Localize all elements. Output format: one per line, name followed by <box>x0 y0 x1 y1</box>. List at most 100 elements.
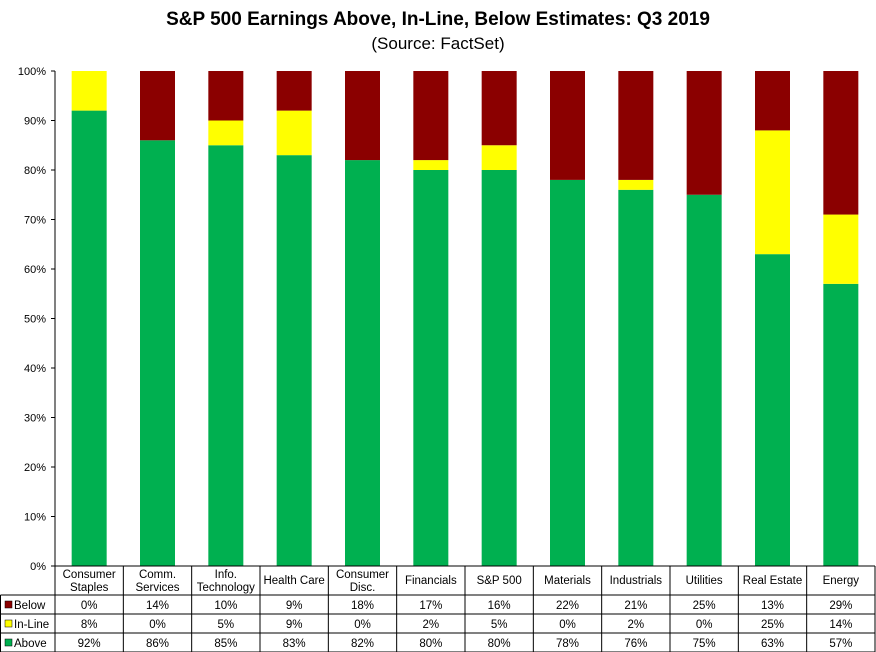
data-label: 78% <box>556 638 579 650</box>
legend-key-above <box>4 638 13 647</box>
bar-above <box>208 145 244 566</box>
data-label: 9% <box>286 619 303 631</box>
category-label: Info. Technology <box>197 569 255 594</box>
data-label: 18% <box>351 600 374 612</box>
chart-title: S&P 500 Earnings Above, In-Line, Below E… <box>166 9 710 30</box>
data-label: 83% <box>283 638 306 650</box>
bar-in-line <box>755 130 790 255</box>
bar-below <box>823 71 859 215</box>
category-label: Financials <box>405 575 457 587</box>
data-label: 85% <box>214 638 237 650</box>
data-label: 76% <box>624 638 647 650</box>
category-label: Health Care <box>263 575 324 587</box>
category-label: Materials <box>544 575 591 587</box>
bar-above <box>550 179 585 566</box>
category-label: S&P 500 <box>477 575 522 587</box>
bar-above <box>140 140 175 567</box>
data-label: 10% <box>214 600 237 612</box>
legend-key-in-line <box>4 619 13 628</box>
bar-in-line <box>413 160 449 170</box>
bar-below <box>208 71 244 121</box>
series-name: Below <box>14 600 46 612</box>
bar-above <box>413 170 449 566</box>
bar-below <box>413 71 449 161</box>
data-label: 8% <box>81 619 98 631</box>
data-label: 25% <box>693 600 716 612</box>
category-label: Real Estate <box>743 575 802 587</box>
bar-above <box>755 254 790 566</box>
data-label: 22% <box>556 600 579 612</box>
bar-in-line <box>208 120 244 146</box>
data-label: 92% <box>78 638 101 650</box>
bar-below <box>755 71 790 131</box>
data-label: 13% <box>761 600 784 612</box>
bar-below <box>345 71 380 161</box>
plot-area <box>71 71 859 567</box>
data-label: 14% <box>146 600 169 612</box>
legend-key-below <box>4 600 13 609</box>
y-tick-label: 50% <box>24 314 46 326</box>
data-table: Consumer Staples Comm. Services Info. Technol… <box>0 565 876 652</box>
data-label: 80% <box>488 638 511 650</box>
y-tick-label: 90% <box>24 116 46 128</box>
series-name: In-Line <box>14 619 49 631</box>
bar-below <box>276 71 312 111</box>
data-label: 17% <box>419 600 442 612</box>
data-label: 0% <box>559 619 576 631</box>
bar-below <box>481 71 517 146</box>
data-label: 75% <box>693 638 716 650</box>
bar-in-line <box>618 179 654 190</box>
data-label: 21% <box>624 600 647 612</box>
data-label: 9% <box>286 600 303 612</box>
chart-subtitle: (Source: FactSet) <box>371 34 504 53</box>
y-tick-label: 70% <box>24 215 46 227</box>
series-name: Above <box>14 638 47 650</box>
y-tick-label: 60% <box>24 264 46 276</box>
data-label: 16% <box>488 600 511 612</box>
data-label: 29% <box>829 600 852 612</box>
bar-in-line <box>481 145 517 170</box>
bar-below <box>140 71 175 141</box>
bar-above <box>345 160 380 566</box>
y-axis: 0% 10% 20% 30% 40% 50% 60% 70% 80% 90% 100% <box>18 66 56 573</box>
y-tick-label: 40% <box>24 363 46 375</box>
bar-in-line <box>276 110 312 156</box>
y-tick-label: 80% <box>24 165 46 177</box>
bar-below <box>618 71 654 180</box>
data-label: 14% <box>829 619 852 631</box>
data-label: 86% <box>146 638 169 650</box>
category-label: Energy <box>823 575 860 587</box>
bar-above <box>481 170 517 566</box>
bar-above <box>276 155 312 566</box>
category-label: Utilities <box>686 575 723 587</box>
y-tick-label: 30% <box>24 413 46 425</box>
bar-below <box>550 71 585 180</box>
data-label: 0% <box>354 619 371 631</box>
data-label: 2% <box>423 619 440 631</box>
data-label: 80% <box>419 638 442 650</box>
data-label: 2% <box>628 619 645 631</box>
category-label: Comm. Services <box>135 569 179 594</box>
data-label: 5% <box>218 619 235 631</box>
bar-in-line <box>823 214 859 284</box>
data-label: 57% <box>829 638 852 650</box>
bar-in-line <box>71 71 107 111</box>
data-label: 0% <box>81 600 98 612</box>
data-label: 0% <box>696 619 713 631</box>
data-label: 82% <box>351 638 374 650</box>
bar-above <box>618 189 654 567</box>
category-label: Industrials <box>610 575 663 587</box>
y-tick-label: 0% <box>30 561 46 573</box>
bar-below <box>686 71 722 195</box>
bar-above <box>71 110 107 566</box>
data-label: 25% <box>761 619 784 631</box>
y-tick-label: 10% <box>24 512 46 524</box>
y-tick-label: 100% <box>18 66 46 78</box>
category-label: Consumer Disc. <box>336 569 389 594</box>
y-tick-label: 20% <box>24 462 46 474</box>
data-label: 63% <box>761 638 784 650</box>
bar-above <box>823 283 859 566</box>
data-label: 0% <box>149 619 166 631</box>
data-label: 5% <box>491 619 508 631</box>
